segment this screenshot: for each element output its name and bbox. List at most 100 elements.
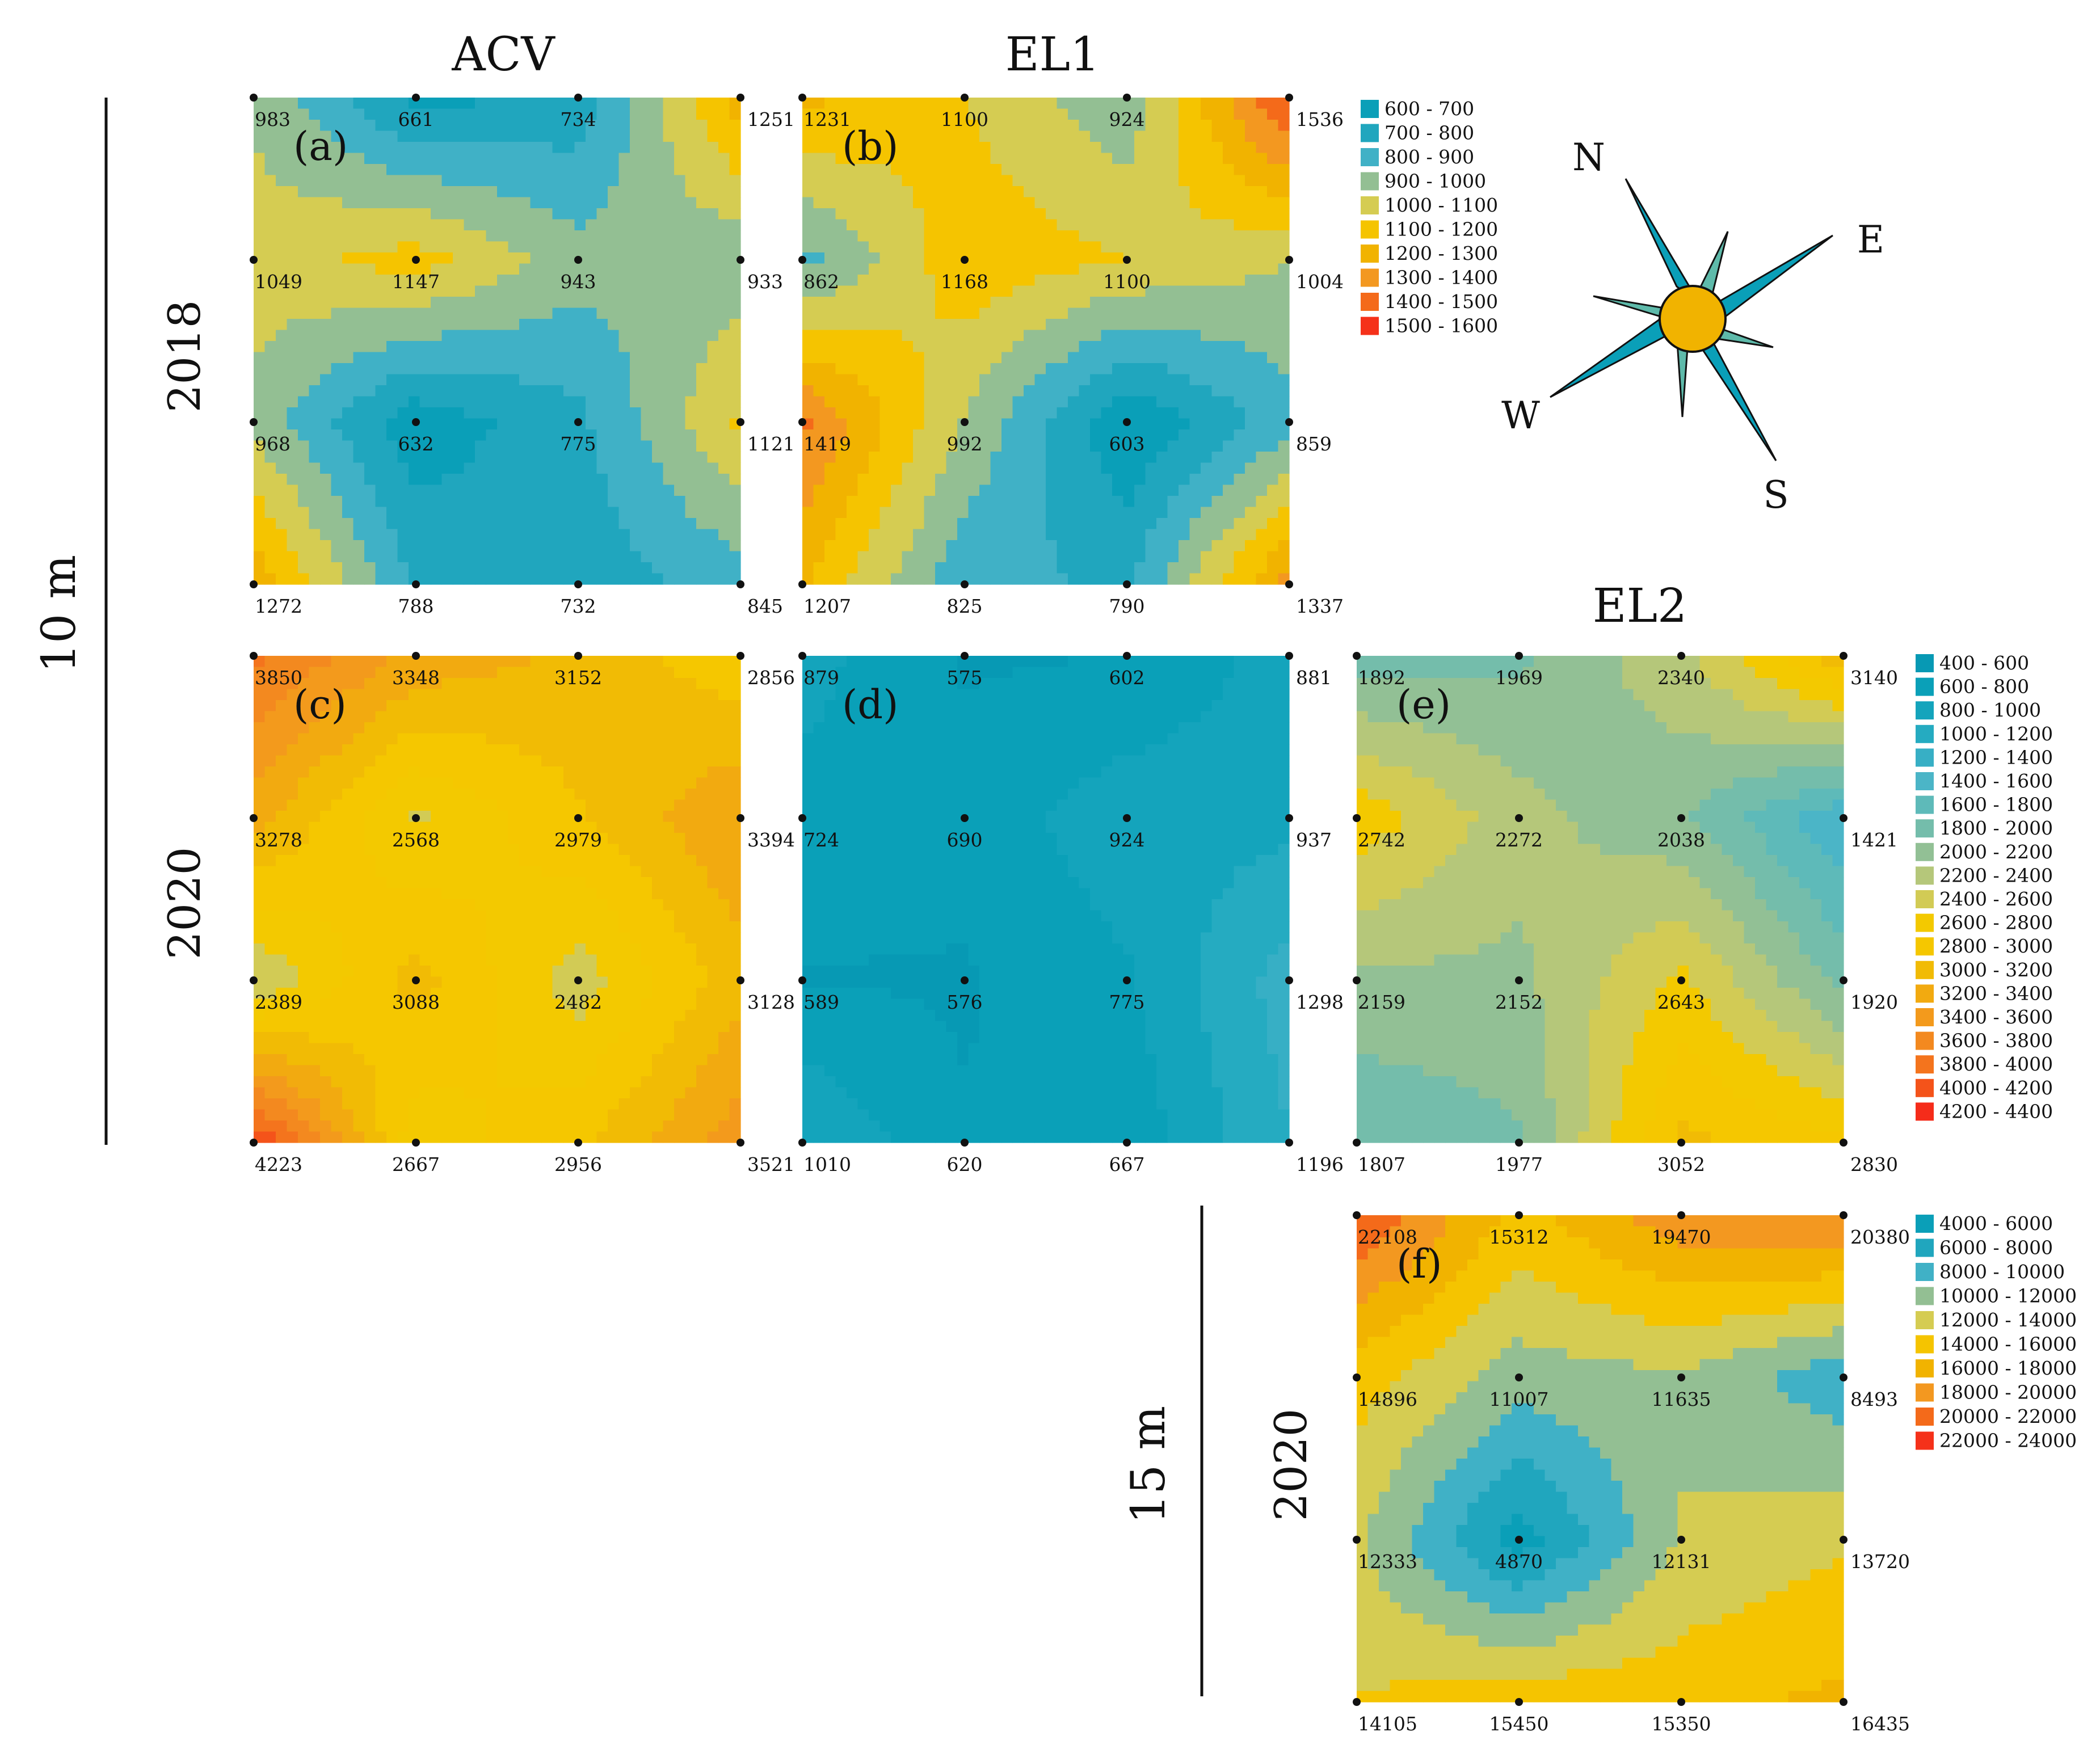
contour-cell: [287, 689, 298, 701]
contour-cell: [441, 98, 453, 109]
contour-cell: [331, 130, 343, 142]
contour-cell: [879, 120, 891, 132]
contour-cell: [1046, 551, 1058, 563]
contour-cell: [431, 562, 443, 574]
contour-cell: [254, 186, 266, 198]
contour-cell: [596, 689, 608, 701]
contour-cell: [630, 855, 642, 867]
contour-cell: [342, 120, 354, 132]
contour-cell: [641, 888, 653, 900]
contour-cell: [596, 130, 608, 142]
contour-cell: [707, 540, 719, 552]
contour-cell: [287, 186, 298, 198]
contour-cell: [630, 352, 642, 364]
contour-cell: [674, 197, 686, 209]
contour-cell: [1245, 551, 1257, 563]
contour-cell: [419, 866, 431, 878]
contour-cell: [879, 385, 891, 397]
contour-cell: [946, 175, 958, 187]
contour-cell: [342, 241, 354, 253]
contour-cell: [1256, 407, 1268, 419]
contour-cell: [847, 507, 858, 519]
contour-cell: [1112, 440, 1124, 452]
contour-cell: [1211, 252, 1223, 264]
contour-cell: [696, 230, 708, 242]
contour-cell: [1068, 275, 1080, 286]
contour-cell: [1001, 573, 1013, 585]
contour-cell: [1034, 263, 1046, 275]
contour-cell: [386, 899, 398, 911]
contour-cell: [353, 307, 365, 319]
contour-cell: [1256, 418, 1268, 430]
contour-cell: [1256, 507, 1268, 519]
contour-cell: [530, 363, 542, 375]
contour-cell: [419, 888, 431, 900]
contour-cell: [596, 529, 608, 541]
contour-cell: [1156, 496, 1168, 508]
contour-cell: [320, 474, 332, 486]
contour-cell: [419, 186, 431, 198]
contour-cell: [1211, 562, 1223, 574]
contour-cell: [729, 230, 741, 242]
contour-cell: [1090, 462, 1102, 474]
contour-cell: [608, 529, 620, 541]
contour-cell: [441, 888, 453, 900]
contour-cell: [1090, 230, 1102, 242]
contour-cell: [397, 297, 409, 309]
contour-cell: [397, 197, 409, 209]
contour-cell: [441, 799, 453, 811]
contour-cell: [309, 910, 321, 922]
contour-cell: [464, 429, 475, 441]
contour-cell: [574, 518, 586, 530]
contour-cell: [685, 766, 697, 778]
contour-cell: [813, 275, 825, 286]
contour-cell: [707, 484, 719, 496]
contour-cell: [608, 755, 620, 767]
contour-cell: [857, 573, 869, 585]
contour-cell: [331, 529, 343, 541]
contour-cell: [563, 341, 575, 353]
contour-cell: [641, 230, 653, 242]
contour-cell: [552, 285, 564, 297]
contour-cell: [891, 275, 903, 286]
contour-cell: [1278, 319, 1290, 331]
contour-cell: [685, 319, 697, 331]
contour-cell: [1079, 285, 1091, 297]
contour-cell: [608, 263, 620, 275]
contour-cell: [353, 319, 365, 331]
contour-cell: [453, 678, 465, 690]
contour-cell: [641, 833, 653, 845]
contour-cell: [1234, 562, 1245, 574]
contour-cell: [464, 440, 475, 452]
contour-cell: [824, 230, 836, 242]
contour-cell: [857, 285, 869, 297]
contour-cell: [353, 452, 365, 464]
contour-cell: [397, 474, 409, 486]
contour-cell: [453, 285, 465, 297]
contour-cell: [857, 407, 869, 419]
contour-cell: [630, 888, 642, 900]
contour-cell: [608, 418, 620, 430]
contour-cell: [1090, 573, 1102, 585]
contour-cell: [1167, 241, 1179, 253]
contour-cell: [813, 474, 825, 486]
contour-cell: [441, 744, 453, 756]
contour-cell: [530, 573, 542, 585]
contour-cell: [618, 219, 630, 231]
contour-cell: [663, 529, 675, 541]
contour-cell: [869, 120, 881, 132]
contour-cell: [1068, 462, 1080, 474]
contour-cell: [1034, 252, 1046, 264]
contour-cell: [309, 352, 321, 364]
contour-cell: [729, 385, 741, 397]
contour-cell: [1156, 562, 1168, 574]
contour-cell: [563, 496, 575, 508]
contour-cell: [264, 496, 276, 508]
contour-cell: [1034, 219, 1046, 231]
contour-cell: [596, 98, 608, 109]
contour-cell: [608, 352, 620, 364]
contour-cell: [869, 529, 881, 541]
contour-cell: [508, 910, 520, 922]
contour-cell: [475, 866, 487, 878]
contour-cell: [331, 656, 343, 668]
